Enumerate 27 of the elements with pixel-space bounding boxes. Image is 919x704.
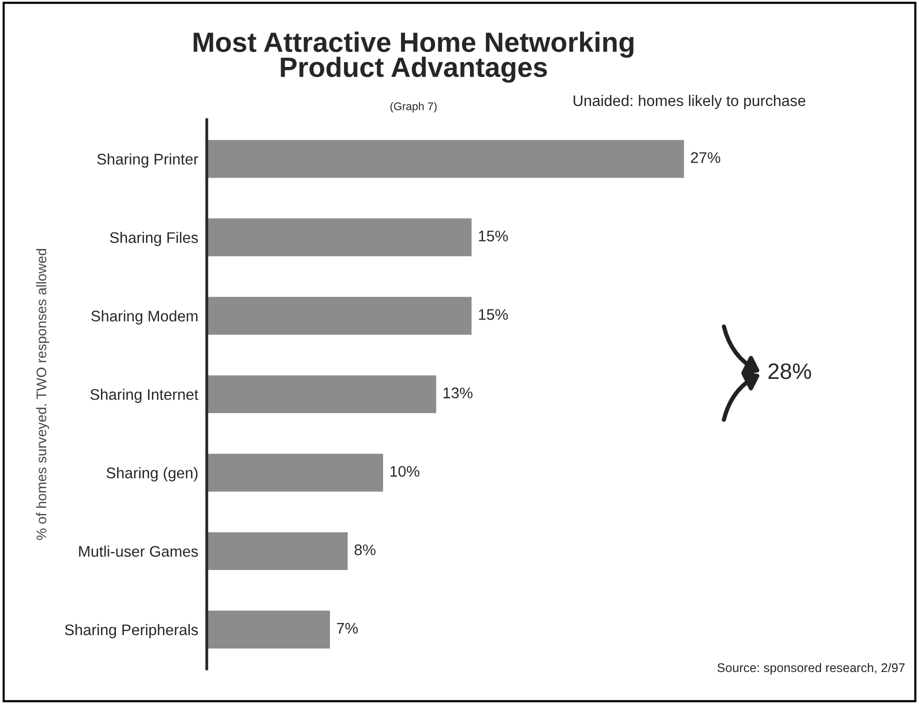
data-label: 15% — [478, 230, 508, 242]
y-tick-label: Sharing Internet — [90, 388, 198, 403]
data-label: 8% — [354, 544, 376, 556]
y-tick-label: Sharing Printer — [97, 153, 198, 168]
data-label: 15% — [478, 309, 508, 320]
bar — [206, 138, 685, 180]
bar — [206, 217, 473, 258]
bar — [206, 374, 438, 415]
source-note: Source: sponsored research, 2/97 — [717, 662, 905, 675]
bar — [206, 452, 384, 493]
y-tick-label: Sharing Modem — [91, 310, 198, 324]
data-label: 27% — [690, 152, 720, 163]
y-tick-label: Sharing Peripherals — [64, 624, 198, 638]
bar — [206, 295, 473, 336]
bar — [206, 530, 350, 572]
data-label: 10% — [390, 466, 420, 477]
y-tick-label: Mutli-user Games — [79, 546, 198, 557]
y-axis-title: % of homes surveyed. TWO responses allowed — [36, 248, 50, 540]
y-tick-label: Sharing Files — [110, 232, 198, 246]
chart-title: Most Attractive Home Networking Product Advantages — [194, 32, 634, 83]
text: Unaided: homes likely to purchase — [574, 94, 806, 110]
bar — [206, 609, 332, 650]
text: 28% — [768, 363, 812, 380]
data-label: 13% — [444, 388, 472, 398]
chart-subtitle: (Graph 7) — [390, 102, 437, 112]
data-label: 7% — [337, 622, 358, 634]
y-tick-label: Sharing (gen) — [106, 467, 198, 482]
